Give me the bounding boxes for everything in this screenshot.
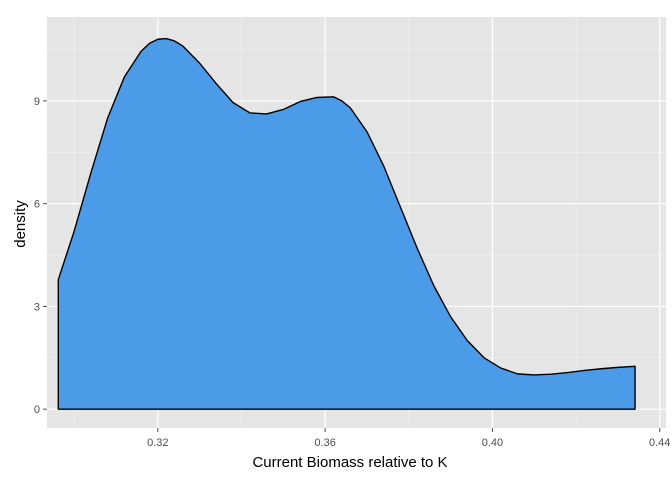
density-area [57, 37, 636, 410]
y-tick-label: 9 [34, 96, 40, 108]
y-tick-label: 0 [34, 404, 40, 416]
x-tick-label: 0.32 [147, 437, 168, 449]
y-tick-label: 3 [34, 301, 40, 313]
x-axis-title: Current Biomass relative to K [252, 454, 447, 471]
y-axis-title: density [12, 200, 29, 248]
x-tick-label: 0.36 [314, 437, 335, 449]
x-tick-label: 0.44 [649, 437, 670, 449]
y-tick-label: 6 [34, 199, 40, 211]
y-axis-ticks: 0 3 6 9 [34, 96, 47, 416]
x-axis-ticks: 0.32 0.36 0.40 0.44 [147, 428, 670, 449]
x-tick-label: 0.40 [482, 437, 503, 449]
